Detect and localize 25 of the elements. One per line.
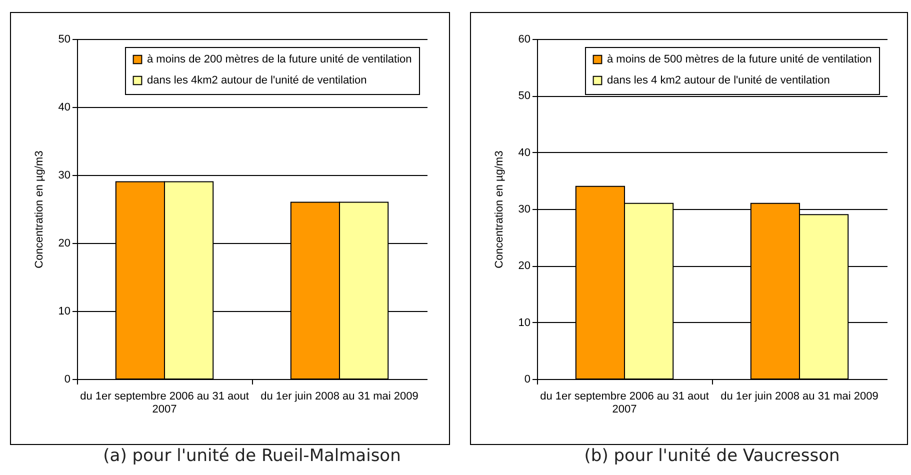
legend-label: à moins de 200 mètres de la future unité de ventilation	[147, 54, 412, 66]
y-tick-label: 0	[64, 374, 70, 386]
y-axis-title: Concentration en µg/m3	[493, 150, 506, 268]
x-tick-label: du 1er septembre 2006 au 31 aout 2007	[540, 390, 709, 416]
x-tick-label: du 1er juin 2008 au 31 mai 2009	[260, 390, 418, 402]
y-tick-label: 40	[518, 146, 530, 159]
y-tick-label: 40	[58, 102, 70, 114]
y-axis-title: Concentration en µg/m3	[33, 150, 46, 268]
y-tick-label: 50	[518, 90, 530, 102]
x-tick-label: du 1er juin 2008 au 31 mai 2009	[720, 390, 878, 402]
text: (a) pour l'unité de Rueil-Malmaison	[103, 446, 401, 466]
y-tick-label: 30	[58, 170, 70, 182]
y-tick-label: 10	[58, 306, 70, 318]
legend-label: dans les 4km2 autour de l'unité de ventilation	[147, 74, 367, 86]
y-tick-label: 20	[58, 238, 70, 250]
y-tick-label: 20	[518, 260, 530, 272]
legend-label: dans les 4 km2 autour de l'unité de ventilation	[607, 74, 830, 86]
y-tick-label: 30	[518, 204, 530, 216]
y-tick-label: 50	[58, 34, 70, 46]
x-tick-label: du 1er septembre 2006 au 31 aout 2007	[80, 390, 249, 416]
text: (b) pour l'unité de Vaucresson	[584, 446, 840, 466]
y-tick-label: 60	[518, 34, 530, 46]
y-tick-label: 10	[518, 316, 530, 329]
y-tick-label: 0	[524, 374, 530, 386]
legend-label: à moins de 500 mètres de la future unité de ventilation	[607, 54, 872, 66]
